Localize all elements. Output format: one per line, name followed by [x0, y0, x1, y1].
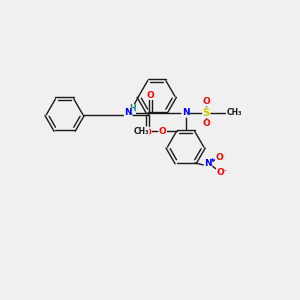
- Text: CH₃: CH₃: [134, 127, 149, 136]
- Text: H: H: [129, 105, 136, 114]
- Text: N: N: [124, 108, 132, 117]
- Text: O: O: [202, 97, 210, 106]
- Text: N: N: [204, 159, 212, 168]
- Text: S: S: [203, 108, 210, 118]
- Text: +: +: [209, 157, 214, 162]
- Text: O: O: [146, 91, 154, 100]
- Text: CH₃: CH₃: [227, 108, 242, 117]
- Text: O: O: [144, 128, 152, 137]
- Text: ⁻: ⁻: [223, 169, 226, 175]
- Text: N: N: [125, 109, 132, 118]
- Text: H: H: [129, 104, 135, 113]
- Text: O: O: [215, 153, 223, 162]
- Text: N: N: [182, 108, 189, 117]
- Text: O: O: [202, 119, 210, 128]
- Text: O: O: [159, 127, 167, 136]
- Text: O: O: [217, 168, 224, 177]
